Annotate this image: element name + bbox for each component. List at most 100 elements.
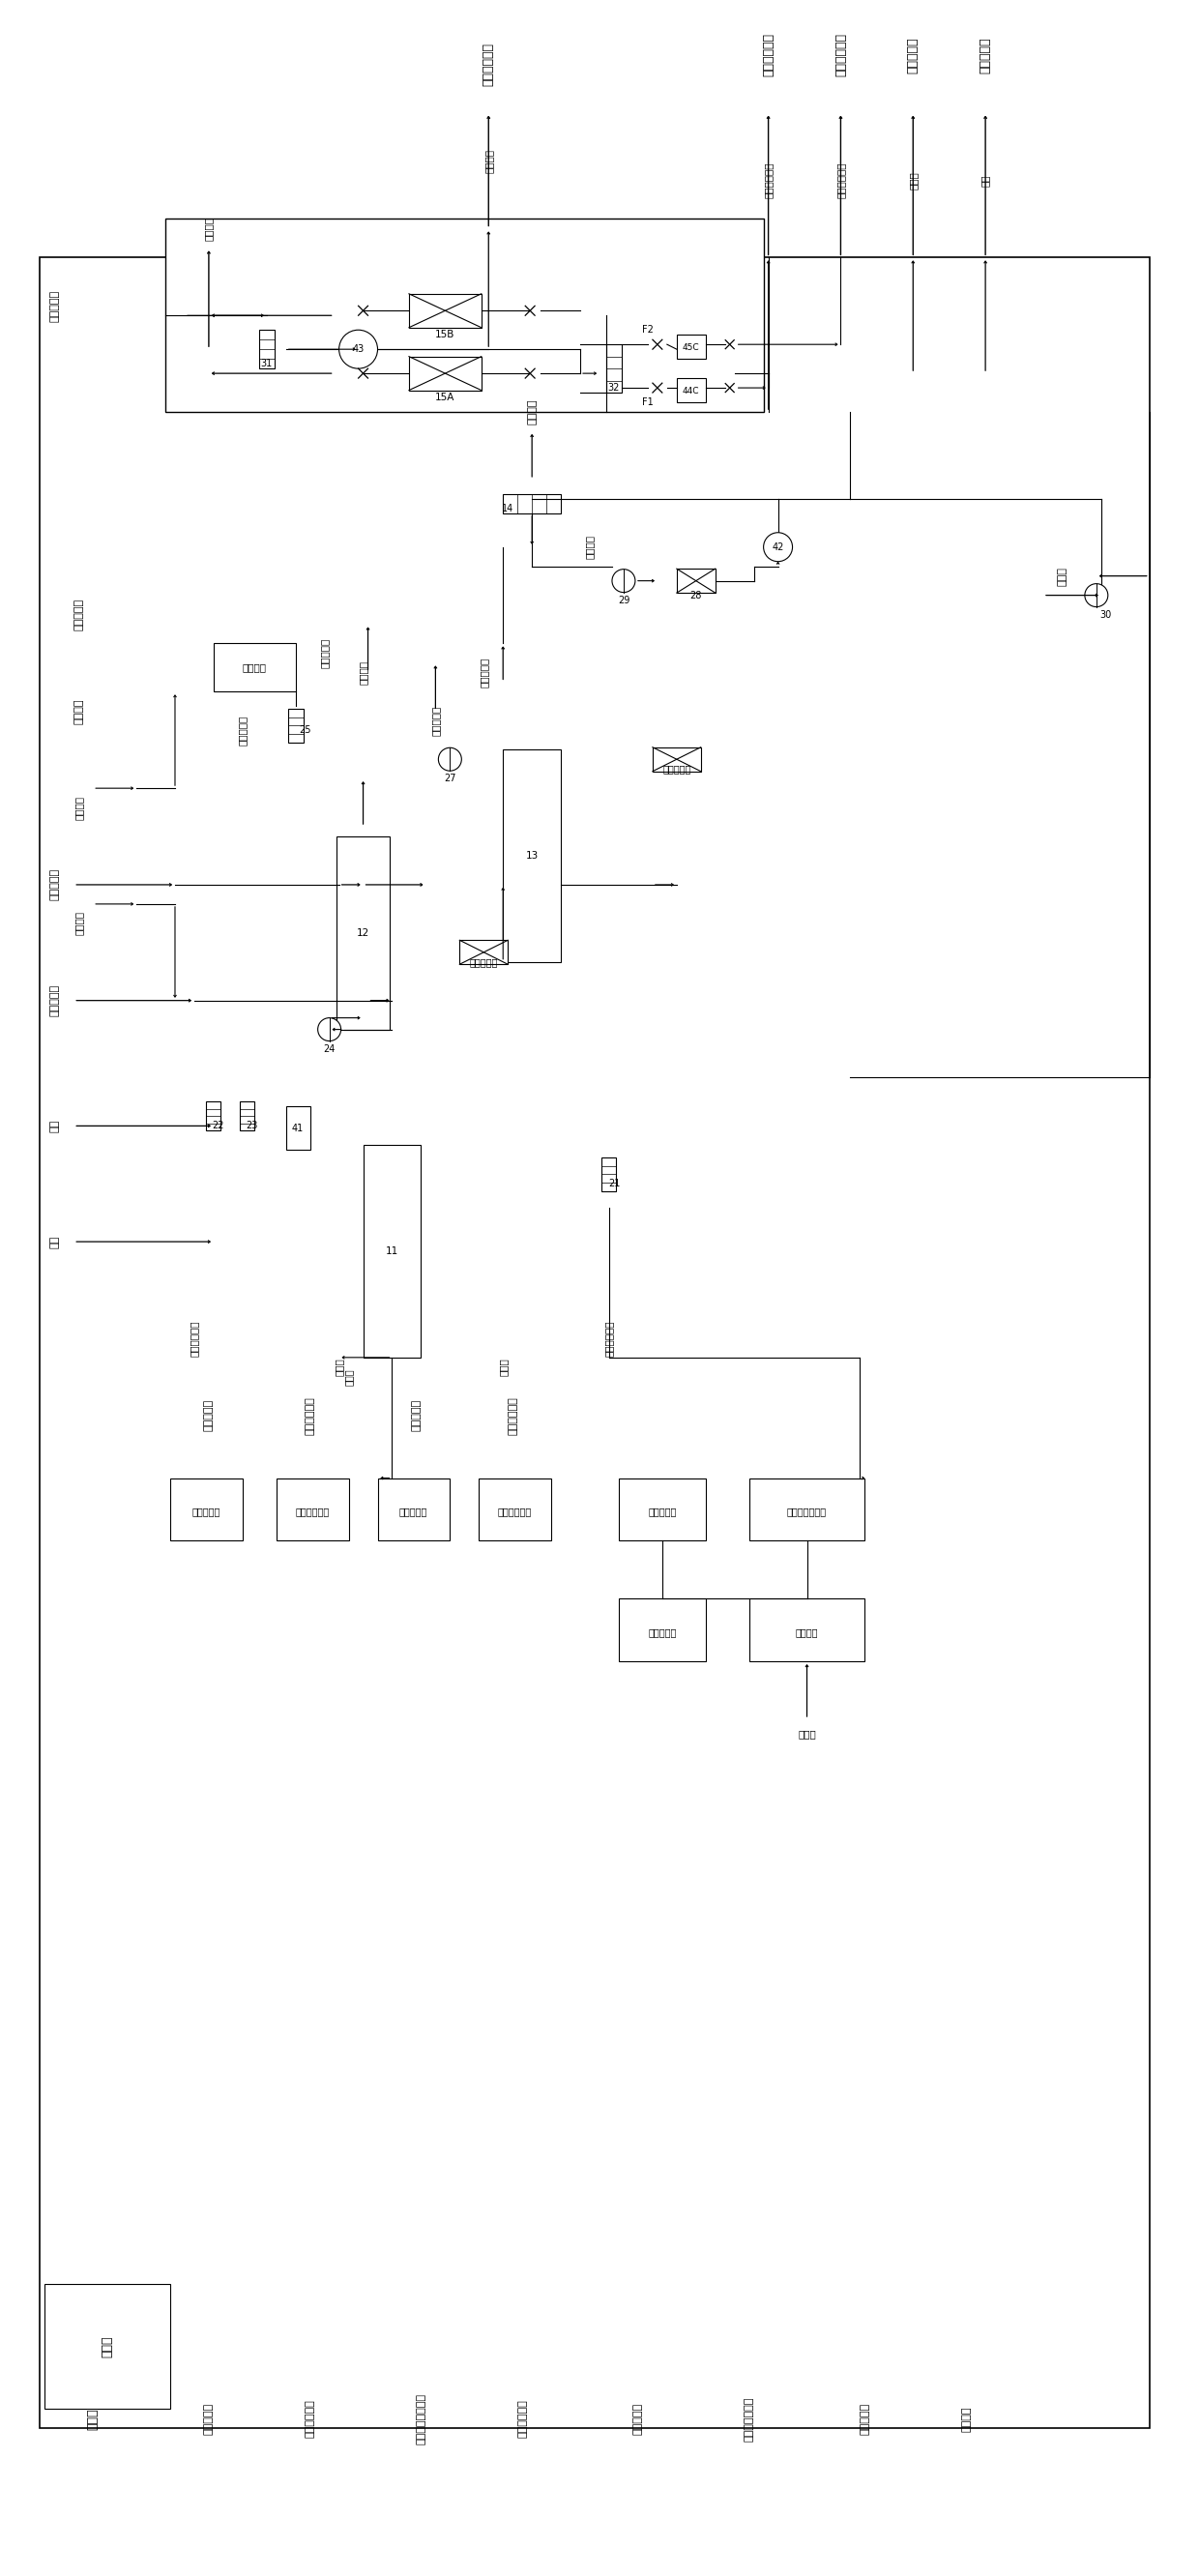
Text: 燃料乙醇: 燃料乙醇 xyxy=(483,149,493,173)
Bar xyxy=(363,1146,421,1358)
Bar xyxy=(170,1479,242,1540)
Text: 发酵成熟醪: 发酵成熟醪 xyxy=(49,868,59,902)
Text: 44C: 44C xyxy=(682,386,699,394)
Text: 低浓度再生液: 低浓度再生液 xyxy=(189,1319,199,1358)
Text: 杂醇油储罐: 杂醇油储罐 xyxy=(906,36,920,72)
Text: 11: 11 xyxy=(386,1247,398,1257)
Text: 15A: 15A xyxy=(435,392,454,402)
Text: 粗塔顶气: 粗塔顶气 xyxy=(359,659,368,685)
Text: 41: 41 xyxy=(291,1123,303,1133)
Text: F1: F1 xyxy=(641,397,653,407)
Text: 发酵罐: 发酵罐 xyxy=(101,2336,114,2357)
Text: 14: 14 xyxy=(502,502,513,513)
Text: 新鲜蒸汽: 新鲜蒸汽 xyxy=(73,912,84,935)
Text: 高浓度再生液罐: 高浓度再生液罐 xyxy=(745,2396,754,2442)
Bar xyxy=(288,708,303,742)
Text: 尾气: 尾气 xyxy=(49,1236,59,1249)
Text: 预液化罐: 预液化罐 xyxy=(962,2406,971,2432)
Text: 粗塔再沸器: 粗塔再沸器 xyxy=(204,1399,213,1432)
Text: 28: 28 xyxy=(689,590,701,600)
Text: 12: 12 xyxy=(357,927,369,938)
Text: 二精塔顶气: 二精塔顶气 xyxy=(73,598,84,631)
Text: 二精塔顶回流: 二精塔顶回流 xyxy=(835,33,846,77)
Bar xyxy=(749,1479,864,1540)
Circle shape xyxy=(764,533,793,562)
Text: 二精塔顶气: 二精塔顶气 xyxy=(430,706,440,737)
Bar xyxy=(285,1108,311,1149)
Circle shape xyxy=(611,569,635,592)
Text: 废醪液: 废醪液 xyxy=(335,1358,344,1376)
Bar xyxy=(276,1479,349,1540)
Text: 15B: 15B xyxy=(435,330,454,340)
Text: F2: F2 xyxy=(641,325,653,335)
Circle shape xyxy=(1085,585,1108,608)
Text: 尾气: 尾气 xyxy=(49,1121,59,1133)
Text: 液固分离机: 液固分离机 xyxy=(860,2403,869,2434)
Text: 31: 31 xyxy=(260,358,272,368)
Circle shape xyxy=(339,330,378,368)
Bar xyxy=(259,330,275,368)
Text: 液固分离机: 液固分离机 xyxy=(633,2403,643,2434)
Bar xyxy=(676,379,706,402)
Text: 乙醇回收塔再沸器: 乙醇回收塔再沸器 xyxy=(416,2393,426,2445)
Text: 21: 21 xyxy=(608,1180,620,1188)
Text: 二精塔顶气: 二精塔顶气 xyxy=(237,716,247,744)
Text: 29: 29 xyxy=(617,595,629,605)
Bar xyxy=(619,1479,706,1540)
Bar xyxy=(213,644,296,693)
Text: 粗塔回流罐: 粗塔回流罐 xyxy=(980,36,992,72)
Bar xyxy=(409,294,481,327)
Text: 杂醇油: 杂醇油 xyxy=(908,173,918,191)
Bar xyxy=(40,258,1150,2429)
Text: 45C: 45C xyxy=(682,343,700,353)
Text: 废醪液: 废醪液 xyxy=(344,1368,354,1386)
Bar xyxy=(409,355,481,389)
Text: 二精塔顶气: 二精塔顶气 xyxy=(320,639,330,667)
Text: 新鲜蒸汽: 新鲜蒸汽 xyxy=(73,698,84,724)
Text: 32: 32 xyxy=(608,384,620,392)
Text: 27: 27 xyxy=(444,773,456,783)
Text: 一精塔顶气: 一精塔顶气 xyxy=(478,657,488,688)
Text: 二精塔再沸器: 二精塔再沸器 xyxy=(306,2398,315,2437)
Text: 发酵成熟醪: 发酵成熟醪 xyxy=(49,984,59,1018)
Bar xyxy=(676,335,706,358)
Text: 乙醇回收塔: 乙醇回收塔 xyxy=(411,1399,421,1432)
Text: 液固分离机: 液固分离机 xyxy=(647,1628,676,1638)
Bar xyxy=(652,747,700,770)
Text: 22: 22 xyxy=(212,1121,224,1131)
Bar xyxy=(504,495,561,513)
Text: 二精塔再沸器: 二精塔再沸器 xyxy=(295,1507,329,1517)
Bar xyxy=(607,345,622,392)
Text: 乙醇产品气: 乙醇产品气 xyxy=(49,291,59,322)
Text: 萃取水: 萃取水 xyxy=(1058,567,1067,585)
Bar xyxy=(378,1479,450,1540)
Text: 新鲜蒸汽: 新鲜蒸汽 xyxy=(73,796,84,819)
Text: 低发废再生槽: 低发废再生槽 xyxy=(518,2398,528,2437)
Circle shape xyxy=(318,1018,341,1041)
Text: 粗塔后冷器: 粗塔后冷器 xyxy=(470,958,498,966)
Bar xyxy=(240,1103,254,1131)
Text: 低发废再生槽: 低发废再生槽 xyxy=(508,1396,518,1435)
Text: 粗塔再沸器: 粗塔再沸器 xyxy=(204,2403,213,2434)
Bar xyxy=(206,1103,221,1131)
Bar xyxy=(602,1157,616,1190)
Bar xyxy=(619,1600,706,1662)
Bar xyxy=(676,569,716,592)
Text: 二精塔再沸器: 二精塔再沸器 xyxy=(306,1396,315,1435)
Text: 真空系统: 真空系统 xyxy=(242,662,266,672)
Bar xyxy=(459,940,508,963)
Text: 24: 24 xyxy=(324,1043,336,1054)
Bar xyxy=(478,1479,552,1540)
Text: 拌料水: 拌料水 xyxy=(797,1728,817,1739)
Circle shape xyxy=(439,747,462,770)
Text: 粗塔后冷器: 粗塔后冷器 xyxy=(663,765,691,773)
Bar xyxy=(165,219,764,412)
Text: 燃料乙醇储罐: 燃料乙醇储罐 xyxy=(482,44,495,88)
Text: 低发废再生槽: 低发废再生槽 xyxy=(498,1507,531,1517)
Text: 粗塔回流储罐: 粗塔回流储罐 xyxy=(763,33,775,77)
Text: 42: 42 xyxy=(772,541,784,551)
Text: 高浓度再生液: 高浓度再生液 xyxy=(836,162,845,198)
Text: 高浓度再生液: 高浓度再生液 xyxy=(604,1319,614,1358)
Text: 废醪液: 废醪液 xyxy=(499,1358,508,1376)
Text: 新鲜蒸汽: 新鲜蒸汽 xyxy=(528,399,537,425)
